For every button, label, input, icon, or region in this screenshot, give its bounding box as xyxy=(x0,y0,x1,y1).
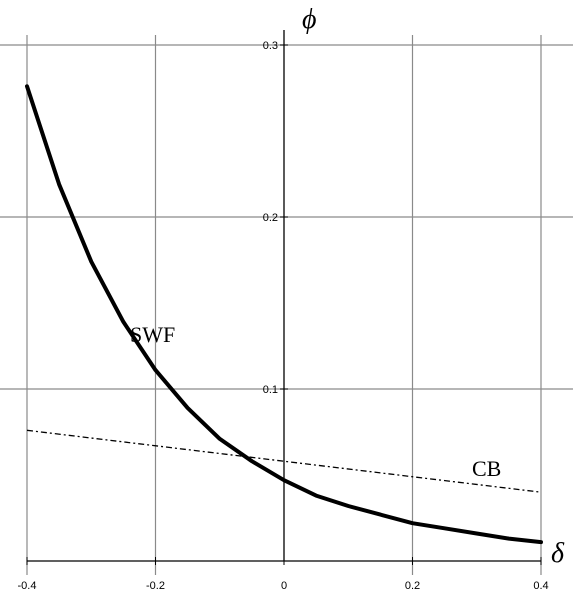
y-tick-label: 0.1 xyxy=(263,384,278,396)
y-axis-label: ϕ xyxy=(302,4,317,35)
series-line-cb xyxy=(26,429,542,493)
x-tick-label: 0.4 xyxy=(533,580,548,592)
y-tick-label: 0.2 xyxy=(263,212,278,224)
series-lines xyxy=(25,84,543,545)
x-tick-label: -0.4 xyxy=(18,580,37,592)
series-label-swf: SWF xyxy=(130,322,175,347)
series-line-swf xyxy=(25,84,543,545)
x-tick-label: 0 xyxy=(281,580,287,592)
x-tick-label: -0.2 xyxy=(146,580,165,592)
y-tick-label: 0.3 xyxy=(263,40,278,52)
series-label-cb: CB xyxy=(472,456,501,481)
x-axis-label: δ xyxy=(551,538,565,569)
x-tick-label: 0.2 xyxy=(405,580,420,592)
tick-labels: -0.4 -0.2 0 0.2 0.4 0.1 0.2 0.3 xyxy=(18,40,549,592)
grid-lines xyxy=(0,35,573,575)
